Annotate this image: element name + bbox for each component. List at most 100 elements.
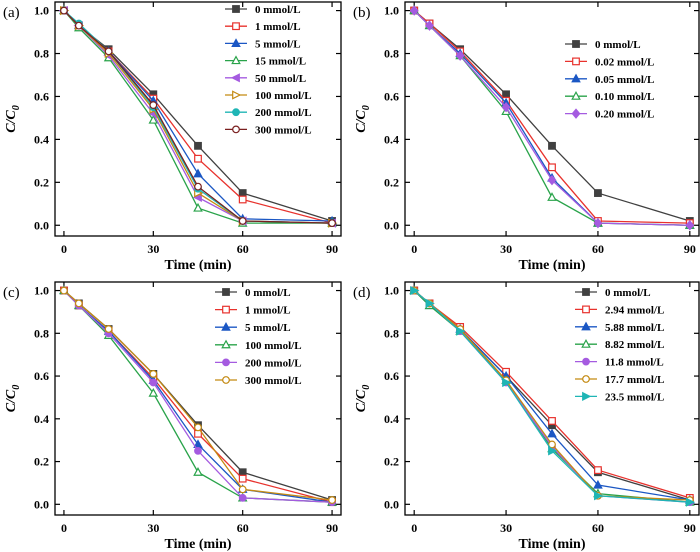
y-tick-label: 0.8 <box>384 326 399 340</box>
data-point <box>74 299 83 308</box>
legend-marker <box>582 305 590 314</box>
legend-marker <box>221 339 231 349</box>
legend-marker <box>222 305 230 314</box>
legend-marker <box>232 5 240 13</box>
x-tick-label: 60 <box>592 521 604 535</box>
legend-label: 0.20 mmol/L <box>595 109 654 121</box>
data-point <box>593 217 603 229</box>
legend-label: 0 mmol/L <box>245 287 291 299</box>
legend-label: 2.94 mmol/L <box>605 304 664 316</box>
legend-label: 5 mmol/L <box>255 38 301 50</box>
y-tick-label: 0.2 <box>34 455 49 469</box>
legend-marker <box>571 108 581 119</box>
y-tick-label: 0.6 <box>384 369 399 383</box>
data-point <box>104 325 113 333</box>
data-point <box>547 428 557 438</box>
chart-panel-2: 0 30 60 90 0.0 0.2 0.4 0.6 0.8 1.0 Time (min) C/C0 (… <box>353 1 700 273</box>
chart-panel-3: 0 30 60 90 0.0 0.2 0.4 0.6 0.8 1.0 Time (min) C/C0 (… <box>3 281 342 552</box>
legend-marker <box>230 73 240 83</box>
data-point <box>547 174 557 186</box>
data-point <box>238 468 247 477</box>
legend-label: 0 mmol/L <box>255 4 301 16</box>
legend: 0 mmol/L 1 mmol/L 5 mmol/L 100 mmol/L 200 mm… <box>215 287 302 387</box>
legend-marker <box>232 125 240 134</box>
legend-label: 15 mmol/L <box>255 56 306 68</box>
data-point <box>104 47 113 56</box>
y-tick-label: 0.4 <box>34 412 49 426</box>
y-tick-label: 0.4 <box>34 132 49 146</box>
x-tick-label: 90 <box>684 521 696 535</box>
data-point <box>328 496 336 504</box>
x-tick-label: 60 <box>237 242 249 256</box>
legend-label: 100 mmol/L <box>255 90 312 102</box>
data-point <box>547 192 557 201</box>
data-point <box>60 6 68 15</box>
x-tick-label: 0 <box>61 521 67 535</box>
data-point <box>194 446 202 455</box>
x-tick-label: 90 <box>684 242 696 256</box>
data-point <box>193 467 203 476</box>
y-tick-label: 0.8 <box>34 47 49 61</box>
data-point <box>456 326 466 336</box>
y-axis-title: C/C0 <box>354 105 372 133</box>
legend-marker <box>232 108 240 117</box>
data-point <box>149 101 158 109</box>
legend-marker <box>582 288 590 296</box>
x-axis-title: Time (min) <box>164 258 231 273</box>
legend-label: 5 mmol/L <box>245 322 291 334</box>
data-point <box>194 423 202 432</box>
data-point <box>548 440 556 449</box>
data-point <box>425 298 435 308</box>
panel-label: (a) <box>3 5 20 21</box>
x-tick-label: 90 <box>326 521 338 535</box>
legend-marker <box>222 376 230 384</box>
panel-label: (b) <box>353 5 371 21</box>
y-tick-label: 1.0 <box>384 4 399 18</box>
data-point <box>410 285 420 296</box>
series-6 <box>60 286 336 504</box>
plot-frame <box>54 281 342 516</box>
x-tick-label: 60 <box>592 242 604 256</box>
legend-marker <box>582 391 592 402</box>
data-point <box>409 5 419 16</box>
legend-marker <box>222 358 230 367</box>
legend-label: 23.5 mmol/L <box>605 391 664 403</box>
data-point <box>238 217 247 225</box>
y-tick-label: 1.0 <box>34 284 49 298</box>
x-tick-label: 30 <box>147 242 159 256</box>
legend-label: 0 mmol/L <box>595 39 641 51</box>
data-point <box>238 195 247 204</box>
legend-marker <box>571 73 581 83</box>
x-axis-title: Time (min) <box>518 258 585 273</box>
data-point <box>148 387 159 397</box>
y-tick-label: 0.4 <box>384 132 399 146</box>
data-point <box>502 90 510 99</box>
legend-marker <box>572 57 580 66</box>
x-tick-label: 60 <box>237 521 249 535</box>
y-tick-label: 0.6 <box>384 89 399 103</box>
x-tick-label: 90 <box>326 242 338 256</box>
y-axis-title: C/C0 <box>4 385 22 413</box>
data-point <box>425 20 434 31</box>
y-axis-title: C/C0 <box>4 105 22 133</box>
legend-label: 300 mmol/L <box>255 124 312 136</box>
data-point <box>193 202 203 212</box>
data-point <box>194 182 202 191</box>
data-point <box>502 377 512 388</box>
data-point <box>149 378 158 387</box>
legend-label: 0.05 mmol/L <box>595 74 654 86</box>
legend: 0 mmol/L 0.02 mmol/L 0.05 mmol/L 0.10 mmol/… <box>565 39 654 121</box>
x-tick-label: 30 <box>147 521 159 535</box>
legend-label: 50 mmol/L <box>255 73 306 85</box>
y-tick-label: 0.6 <box>34 369 49 383</box>
data-point <box>548 141 556 150</box>
data-point <box>238 189 247 197</box>
x-tick-label: 0 <box>61 242 67 256</box>
y-tick-label: 0.0 <box>384 218 399 232</box>
data-point <box>148 114 159 124</box>
data-point <box>60 286 68 295</box>
legend-marker <box>582 357 590 366</box>
x-axis-title: Time (min) <box>518 537 585 552</box>
legend-marker <box>231 55 241 65</box>
